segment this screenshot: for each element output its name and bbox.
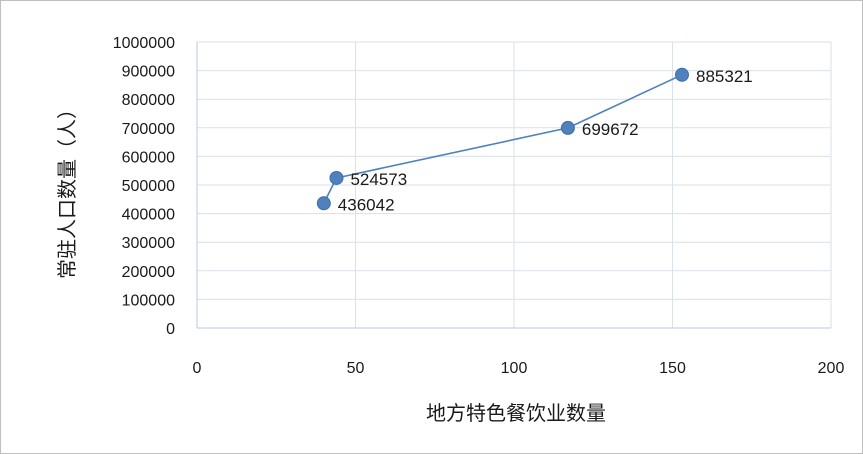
y-tick-label: 100000 bbox=[122, 292, 175, 309]
axes: 0 100000 200000 300000 400000 500000 600000 700… bbox=[113, 35, 845, 377]
data-point bbox=[316, 196, 331, 211]
series-line-segment bbox=[567, 74, 683, 129]
y-tick-label: 700000 bbox=[122, 121, 175, 138]
grid bbox=[197, 41, 832, 328]
series bbox=[316, 67, 690, 211]
series-line-segment bbox=[336, 127, 569, 179]
x-tick-label: 150 bbox=[659, 360, 686, 377]
y-tick-label: 200000 bbox=[122, 264, 175, 281]
x-tick-label: 0 bbox=[193, 360, 202, 377]
x-axis-title: 地方特色餐饮业数量 bbox=[426, 401, 606, 425]
y-tick-label: 600000 bbox=[122, 149, 175, 166]
data-labels: 436042 524573 699672 885321 bbox=[338, 67, 753, 214]
x-tick-label: 50 bbox=[347, 360, 365, 377]
y-tick-label: 800000 bbox=[122, 92, 175, 109]
x-tick-label: 200 bbox=[818, 360, 845, 377]
data-point bbox=[560, 120, 575, 135]
data-label: 699672 bbox=[582, 120, 639, 139]
y-axis-title: 常驻人口数量（人） bbox=[55, 99, 79, 279]
y-tick-label: 1000000 bbox=[113, 35, 175, 52]
y-tick-label: 300000 bbox=[122, 235, 175, 252]
data-point bbox=[329, 170, 344, 185]
data-label: 885321 bbox=[696, 67, 753, 86]
y-tick-label: 900000 bbox=[122, 64, 175, 81]
y-tick-label: 400000 bbox=[122, 207, 175, 224]
x-tick-label: 100 bbox=[501, 360, 528, 377]
data-point bbox=[675, 67, 690, 82]
data-label: 524573 bbox=[350, 170, 407, 189]
data-label: 436042 bbox=[338, 195, 395, 214]
y-tick-label: 500000 bbox=[122, 178, 175, 195]
y-tick-label: 0 bbox=[166, 321, 175, 338]
